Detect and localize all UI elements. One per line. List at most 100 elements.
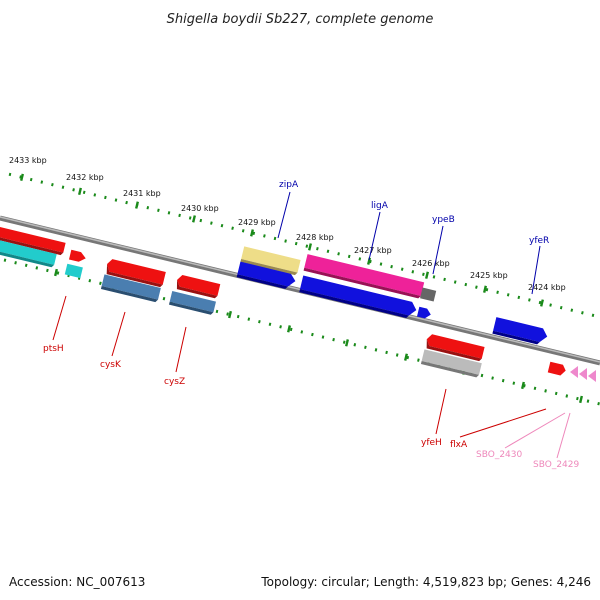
gene-zipA[interactable] xyxy=(240,246,301,276)
outer-scale-major-tick xyxy=(20,173,24,182)
outer-scale-minor-tick xyxy=(104,195,107,200)
label-SBO_2429: SBO_2429 xyxy=(533,460,579,470)
outer-scale-minor-tick xyxy=(188,216,192,220)
inner-scale-minor-tick xyxy=(14,261,17,265)
label-SBO_2430: SBO_2430 xyxy=(476,450,522,460)
outer-scale-major-tick xyxy=(483,285,487,293)
inner-scale-minor-tick xyxy=(88,279,92,283)
outer-scale-minor-tick xyxy=(358,257,362,261)
label-zipA: zipA xyxy=(279,180,299,190)
inner-scale-minor-tick xyxy=(3,258,7,262)
outer-scale-minor-tick xyxy=(528,298,531,302)
gene-small-red-1[interactable] xyxy=(68,249,87,263)
inner-scale-minor-tick xyxy=(544,389,547,393)
outer-scale-major-tick xyxy=(367,257,371,265)
outer-scale-minor-tick xyxy=(51,182,54,187)
outer-scale-minor-tick xyxy=(241,229,245,233)
outer-scale-minor-tick xyxy=(538,300,542,305)
outer-scale-minor-tick xyxy=(453,280,457,284)
kbp-label: 2430 kbp xyxy=(181,204,219,213)
outer-scale-minor-tick xyxy=(400,267,404,271)
outer-scale-minor-tick xyxy=(559,305,563,310)
outer-scale-major-tick xyxy=(78,187,82,196)
inner-scale-minor-tick xyxy=(99,281,102,285)
outer-scale-minor-tick xyxy=(93,193,97,197)
outer-scale-minor-tick xyxy=(443,277,446,282)
gene-ypeB[interactable] xyxy=(420,287,437,302)
outer-scale-minor-tick xyxy=(294,241,298,246)
outer-scale-minor-tick xyxy=(517,295,521,300)
outer-scale-minor-tick xyxy=(8,172,12,177)
kbp-label: 2431 kbp xyxy=(123,189,161,198)
inner-scale-minor-tick xyxy=(480,373,484,378)
gene-cysK-top[interactable] xyxy=(105,258,166,288)
gene-cysZ[interactable] xyxy=(168,291,217,315)
kbp-label: 2427 kbp xyxy=(354,246,392,255)
inner-scale-minor-tick xyxy=(279,325,282,329)
inner-scale-minor-tick xyxy=(597,401,600,406)
outer-scale-minor-tick xyxy=(432,275,436,279)
label-cysK: cysK xyxy=(100,360,122,370)
gene-cysK[interactable] xyxy=(100,274,161,303)
gene-yfeH-top[interactable] xyxy=(425,333,485,362)
inner-scale-minor-tick xyxy=(533,386,537,391)
outer-scale-minor-tick xyxy=(570,308,574,312)
outer-scale-minor-tick xyxy=(178,213,181,218)
outer-scale-minor-tick xyxy=(157,208,160,212)
inner-scale-minor-tick xyxy=(56,271,60,275)
label-yfeR: yfeR xyxy=(529,236,549,246)
gene-yfeH[interactable] xyxy=(420,349,482,378)
outer-scale-minor-tick xyxy=(273,236,277,241)
outer-scale-minor-tick xyxy=(167,211,171,215)
gene-flxA[interactable] xyxy=(547,361,567,377)
gene-ptsH-region[interactable] xyxy=(0,224,66,270)
outer-scale-major-tick xyxy=(540,299,544,307)
gene-SBO-pseudogenes[interactable] xyxy=(570,366,596,382)
outer-scale-minor-tick xyxy=(72,188,75,192)
gene-cyan-segment[interactable] xyxy=(64,263,83,279)
inner-scale-major-tick xyxy=(228,310,232,319)
label-flxA: flxA xyxy=(450,440,468,450)
outer-scale-minor-tick xyxy=(549,303,552,307)
outer-scale-minor-tick xyxy=(506,293,510,297)
gene-small-blue[interactable] xyxy=(416,306,432,320)
gene-yfeR[interactable] xyxy=(492,317,548,346)
inner-scale-minor-tick xyxy=(374,348,378,352)
outer-scale-minor-tick xyxy=(475,285,478,289)
inner-scale-minor-tick xyxy=(311,332,314,337)
outer-scale-minor-tick xyxy=(114,198,118,202)
gene-blue-long[interactable] xyxy=(299,275,418,320)
inner-scale-major-tick xyxy=(287,325,291,333)
gene-ligA[interactable] xyxy=(303,254,425,299)
inner-scale-minor-tick xyxy=(24,263,28,268)
inner-scale-minor-tick xyxy=(395,353,399,357)
outer-scale-major-tick xyxy=(135,201,139,209)
outer-scale-minor-tick xyxy=(29,177,33,182)
accession-text: Accession: NC_007613 xyxy=(9,575,145,589)
outer-scale-minor-tick xyxy=(146,206,150,210)
kbp-label: 2433 kbp xyxy=(9,156,47,165)
inner-scale-minor-tick xyxy=(258,320,261,324)
outer-scale-minor-tick xyxy=(305,244,309,248)
outer-scale-minor-tick xyxy=(40,180,44,184)
inner-scale-minor-tick xyxy=(385,350,388,355)
kbp-label: 2428 kbp xyxy=(296,233,334,242)
inner-scale-minor-tick xyxy=(162,296,166,301)
label-cysZ: cysZ xyxy=(164,377,185,387)
inner-scale-minor-tick xyxy=(353,343,357,347)
outer-scale-major-tick xyxy=(425,271,429,279)
map-title: Shigella boydii Sb227, complete genome xyxy=(167,12,434,27)
gene-cysZ-top[interactable] xyxy=(175,274,221,299)
outer-scale-major-tick xyxy=(192,215,196,223)
gene-blue-under-zipA[interactable] xyxy=(236,261,297,291)
outer-scale-minor-tick xyxy=(496,290,499,294)
outer-scale-minor-tick xyxy=(125,200,128,205)
label-yfeH: yfeH xyxy=(421,438,442,448)
outer-scale-minor-tick xyxy=(326,249,330,253)
outer-scale-minor-tick xyxy=(61,185,65,189)
inner-scale-minor-tick xyxy=(236,314,240,319)
outer-scale-minor-tick xyxy=(485,288,489,292)
outer-scale-minor-tick xyxy=(422,272,425,277)
inner-scale-minor-tick xyxy=(35,266,39,270)
